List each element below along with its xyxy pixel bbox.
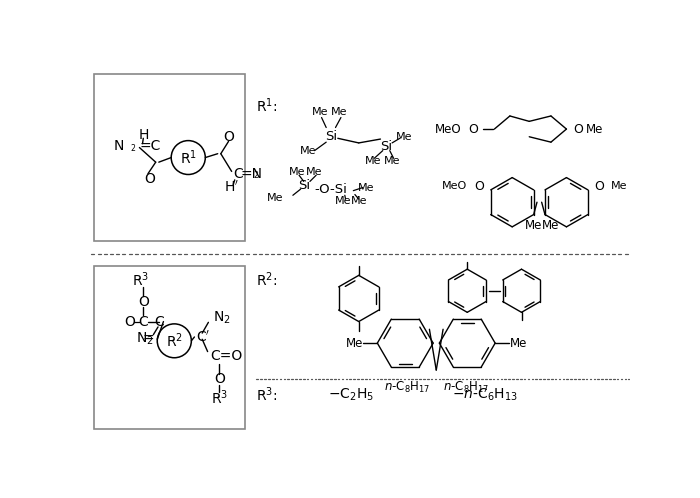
Text: Me: Me xyxy=(510,337,527,350)
Text: $n$-C$_8$H$_{17}$: $n$-C$_8$H$_{17}$ xyxy=(384,379,430,394)
Text: H: H xyxy=(139,128,149,142)
Text: Me: Me xyxy=(525,219,542,232)
Text: C: C xyxy=(233,167,243,181)
Text: Me: Me xyxy=(611,181,628,191)
Text: Me: Me xyxy=(395,132,412,142)
Text: Me: Me xyxy=(288,167,305,177)
Text: Me: Me xyxy=(267,193,284,203)
Text: C=O: C=O xyxy=(210,349,242,363)
Text: =: = xyxy=(142,332,154,346)
Text: Me: Me xyxy=(345,337,363,350)
Text: C$'$: C$'$ xyxy=(196,329,211,345)
Text: N: N xyxy=(113,139,124,153)
Text: Me: Me xyxy=(365,156,381,166)
Text: H$'$: H$'$ xyxy=(224,180,239,195)
Text: R$^3$: R$^3$ xyxy=(211,388,228,407)
Text: R$^3$: R$^3$ xyxy=(132,271,149,289)
Text: R$^1$: R$^1$ xyxy=(180,148,197,167)
Text: O: O xyxy=(138,294,148,309)
Text: Si: Si xyxy=(298,179,311,192)
Text: Me: Me xyxy=(300,145,316,155)
Text: -O-Si: -O-Si xyxy=(314,183,347,196)
Text: $-$C$_2$H$_5$: $-$C$_2$H$_5$ xyxy=(328,386,374,403)
Text: O: O xyxy=(214,373,225,386)
Text: O: O xyxy=(474,180,484,193)
Text: Si: Si xyxy=(380,139,392,152)
Text: C: C xyxy=(139,315,148,329)
Text: O: O xyxy=(144,172,155,186)
Text: =N: =N xyxy=(240,167,262,181)
Text: MeO: MeO xyxy=(435,123,461,135)
Text: Me: Me xyxy=(307,167,323,177)
Text: R$^2$:: R$^2$: xyxy=(256,270,278,288)
Text: O: O xyxy=(594,180,605,193)
Text: Me: Me xyxy=(351,196,367,206)
Text: N$_2$: N$_2$ xyxy=(136,330,153,347)
Text: R$^1$:: R$^1$: xyxy=(256,97,278,115)
Text: R$^3$:: R$^3$: xyxy=(256,385,278,404)
Text: N$_2$: N$_2$ xyxy=(213,310,231,326)
Text: Me: Me xyxy=(331,107,348,117)
Text: O: O xyxy=(573,123,583,135)
Text: $n$-C$_8$H$_{17}$: $n$-C$_8$H$_{17}$ xyxy=(442,379,489,394)
Text: O: O xyxy=(468,123,478,135)
Bar xyxy=(94,266,245,429)
Text: Me: Me xyxy=(586,123,603,135)
Text: Si: Si xyxy=(326,130,337,143)
Text: MeO: MeO xyxy=(442,181,468,191)
Bar xyxy=(94,74,245,242)
Text: C: C xyxy=(154,315,164,329)
Text: =C: =C xyxy=(139,139,161,153)
Text: Me: Me xyxy=(358,183,375,193)
Text: Me: Me xyxy=(335,196,351,206)
Text: $_2$: $_2$ xyxy=(130,142,136,154)
Text: Me: Me xyxy=(384,156,400,166)
Text: Me: Me xyxy=(542,219,559,232)
Text: Me: Me xyxy=(312,107,328,117)
Text: O: O xyxy=(223,130,234,144)
Text: R$^2$: R$^2$ xyxy=(166,332,183,350)
Text: O: O xyxy=(125,315,136,329)
Text: $-n$-C$_6$H$_{13}$: $-n$-C$_6$H$_{13}$ xyxy=(452,386,518,403)
Text: $_2$: $_2$ xyxy=(253,170,260,182)
